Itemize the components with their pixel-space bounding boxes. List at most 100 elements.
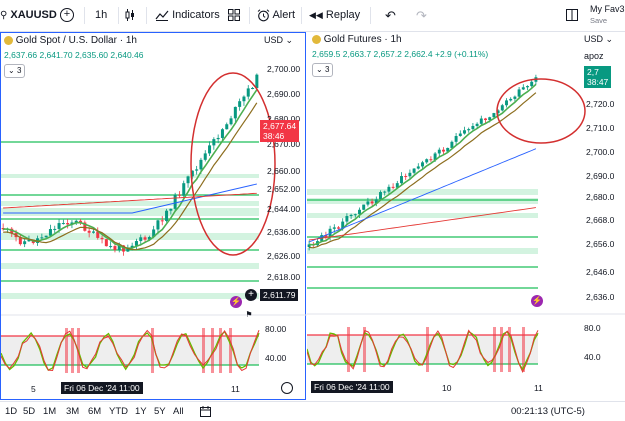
candle-body [362, 204, 366, 210]
oscillator-signal-bar [426, 327, 429, 372]
candle-body [23, 241, 27, 245]
layout-name-label: My Fav3 [590, 4, 625, 14]
chevron-down-icon: ⌄ [316, 65, 323, 74]
right-currency-button[interactable]: USD ⌄ [584, 34, 613, 45]
compare-button[interactable]: + [60, 0, 74, 31]
templates-button[interactable] [228, 0, 240, 31]
range-button-3m[interactable]: 3M [66, 406, 80, 417]
layout-button[interactable] [566, 0, 578, 31]
left-price-axis-label: 2,644.00 [267, 204, 301, 214]
candle-body [332, 227, 336, 229]
interval-button[interactable]: 1h [95, 9, 108, 21]
range-button-5y[interactable]: 5Y [154, 406, 166, 417]
alert-button[interactable]: Alert [257, 0, 295, 31]
range-button-1m[interactable]: 1M [43, 406, 57, 417]
redo-icon: ↷ [416, 8, 427, 23]
right-ohlc: 2,659.5 2,663.7 2,657.2 2,662.4 +2.9 (+0… [312, 49, 488, 59]
chevron-down-icon: ⌄ [8, 66, 15, 75]
indicators-button[interactable]: Indicators [155, 0, 220, 31]
left-price-axis-label: 2,626.00 [267, 251, 301, 261]
candle-body [358, 209, 361, 215]
indicators-icon [155, 0, 169, 31]
left-open: 2,637.66 [4, 50, 38, 60]
right-chart-canvas[interactable] [307, 32, 625, 400]
left-ohlc: 2,637.66 2,641.70 2,635.60 2,640.46 [4, 50, 144, 60]
rewind-icon: ◀◀ [309, 10, 323, 20]
gold-coin-icon [4, 35, 13, 45]
lightning-icon[interactable]: ⚡ [531, 295, 543, 307]
candle-body [513, 96, 517, 99]
candle-body [40, 237, 44, 239]
candle-body [48, 229, 52, 236]
left-last-price-tag: 2,677.64 38:46 [260, 120, 300, 142]
range-button-5d[interactable]: 5D [23, 406, 36, 417]
candle-body [307, 244, 311, 247]
grid-icon [228, 0, 240, 31]
candle-body [199, 159, 203, 170]
left-indicators-toggle[interactable]: ⌄ 3 [4, 64, 26, 78]
candle-body [70, 222, 74, 225]
left-time-label: 5 [31, 384, 36, 394]
right-time-label: 10 [442, 383, 452, 393]
candle-body [165, 210, 169, 221]
calendar-range-icon[interactable] [200, 402, 211, 421]
left-indicator-count: 3 [16, 66, 22, 75]
left-currency-button[interactable]: USD ⌄ [264, 35, 293, 46]
oscillator-signal-bar [151, 328, 154, 373]
right-crosshair-time: Fri 06 Dec '24 11:00 [314, 382, 390, 392]
undo-button[interactable]: ↶ [385, 0, 396, 31]
settings-gear-icon[interactable] [281, 382, 293, 394]
clock-label[interactable]: 00:21:13 (UTC-5) [511, 406, 585, 417]
replay-button[interactable]: ◀◀ Replay [309, 0, 360, 31]
candle-body [203, 153, 207, 160]
candle-body [366, 201, 370, 205]
left-last-price: 2,677.64 [263, 121, 297, 131]
candle-body [500, 105, 504, 111]
left-close: 2,640.46 [110, 50, 144, 60]
candle-body [27, 239, 31, 242]
flag-icon: ⚑ [245, 310, 253, 319]
ma-red-line [309, 207, 536, 241]
gold-coin-icon [312, 34, 321, 44]
left-chart-canvas[interactable] [1, 33, 307, 401]
right-osc-axis-label: 80.0 [584, 323, 601, 333]
left-chart-pane[interactable]: Gold Spot / U.S. Dollar · 1h 2,637.66 2,… [0, 32, 307, 401]
oscillator-d-line [1, 329, 260, 372]
left-price-axis-label: 2,670.00 [267, 139, 301, 149]
oscillator-signal-bar [202, 328, 205, 373]
range-button-all[interactable]: All [173, 406, 184, 417]
right-price-axis-label: 2,710.0 [586, 123, 615, 133]
right-open: 2,659.5 [312, 49, 341, 59]
range-button-1y[interactable]: 1Y [135, 406, 147, 417]
right-scale-mode[interactable]: apoz [584, 51, 604, 61]
left-crosshair-time: Fri 06 Dec '24 11:00 [64, 383, 140, 393]
candle-body [400, 176, 403, 184]
candle-body [61, 223, 65, 225]
left-low: 2,635.60 [74, 50, 109, 60]
chevron-down-icon: ⌄ [285, 35, 294, 45]
symbol-search[interactable]: ⚲ XAUUSD [0, 0, 57, 31]
candle-body [216, 137, 220, 140]
left-price-axis-label: 2,652.00 [267, 184, 301, 194]
candle-body [391, 186, 395, 188]
range-button-1d[interactable]: 1D [5, 406, 18, 417]
replay-label: Replay [325, 9, 361, 21]
chart-type-button[interactable] [125, 0, 135, 31]
range-button-6m[interactable]: 6M [88, 406, 102, 417]
layout-name[interactable]: My Fav3 Save [590, 4, 625, 26]
support-zone [307, 248, 538, 254]
lightning-icon[interactable]: ⚡ [230, 296, 242, 308]
right-price-axis-label: 2,680.0 [586, 192, 615, 202]
candle-body [530, 81, 534, 87]
candle-body [450, 141, 454, 148]
save-label: Save [590, 16, 608, 25]
oscillator-signal-bar [211, 328, 214, 373]
right-symbol-title: Gold Futures · 1h [323, 34, 402, 45]
support-zone [1, 233, 259, 240]
candle-body [429, 159, 433, 161]
right-chart-pane[interactable]: Gold Futures · 1h 2,659.5 2,663.7 2,657.… [307, 32, 625, 400]
right-indicators-toggle[interactable]: ⌄ 3 [312, 63, 334, 77]
add-plus-icon[interactable]: + [245, 289, 257, 301]
redo-button[interactable]: ↷ [416, 0, 427, 31]
range-button-ytd[interactable]: YTD [109, 406, 128, 417]
